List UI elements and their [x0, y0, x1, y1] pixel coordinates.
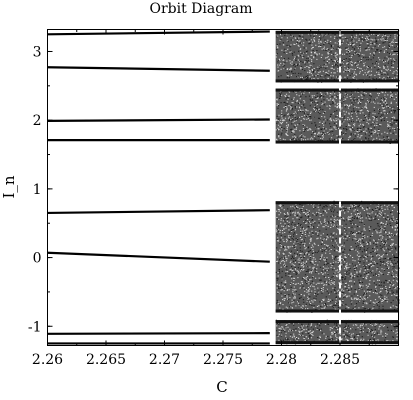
periodic-branch [47, 118, 270, 122]
axis-ticks: 2.26 2.265 2.27 2.275 2.28 2.285 -1 0 1 2 3 [28, 29, 399, 368]
chaotic-band-edge [275, 30, 399, 34]
y-tick-label: 2 [33, 113, 42, 129]
x-tick-label: 2.285 [320, 352, 360, 368]
chaotic-band-fill [275, 201, 399, 313]
x-axis-label: C [216, 378, 227, 396]
y-tick-label: 3 [33, 44, 42, 60]
y-axis-label: I_n [0, 175, 18, 198]
x-tick-label: 2.26 [32, 352, 63, 368]
chaotic-band [275, 88, 400, 144]
periodic-branch [47, 209, 270, 215]
chaotic-band-edge [275, 320, 399, 324]
x-tick-label: 2.28 [266, 352, 297, 368]
chart-title: Orbit Diagram [149, 1, 252, 17]
chaotic-band-fill [275, 88, 399, 144]
chaotic-band-edge [275, 201, 399, 205]
chaotic-band-noise [275, 88, 400, 144]
periodic-branch [47, 66, 270, 72]
periodic-branch [47, 332, 270, 335]
y-tick-label: -1 [28, 319, 42, 335]
x-tick-label: 2.265 [86, 352, 126, 368]
x-tick-label: 2.275 [203, 352, 243, 368]
periodic-branch [47, 251, 270, 263]
chaotic-band-edge [275, 88, 399, 92]
periodic-branch [47, 30, 270, 36]
chaotic-band-edge [275, 341, 399, 345]
chaotic-band-edge [275, 79, 399, 83]
chaotic-band-edge [275, 309, 399, 313]
x-tick-label: 2.27 [149, 352, 180, 368]
chaotic-band-edge [275, 140, 399, 144]
chaotic-band [275, 200, 400, 313]
chaotic-band [275, 319, 400, 345]
chaotic-band [275, 30, 400, 83]
y-tick-label: 0 [33, 251, 42, 267]
y-tick-label: 1 [33, 182, 42, 198]
plot-area [47, 30, 400, 345]
